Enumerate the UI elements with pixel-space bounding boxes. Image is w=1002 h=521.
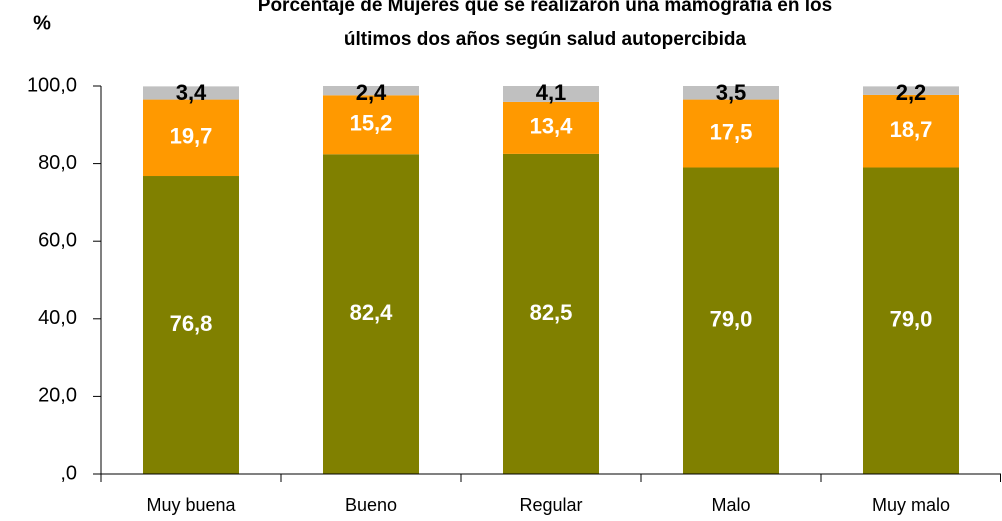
bar-segment [503,153,599,474]
chart-title: últimos dos años según salud autopercibi… [344,29,747,50]
data-label: 18,7 [890,117,933,142]
bar-segment [143,99,239,177]
data-label: 13,4 [530,114,574,139]
y-tick-label: 60,0 [38,229,77,251]
bar-segment [683,99,779,168]
y-tick-label: 40,0 [38,307,77,329]
data-label: 2,2 [896,80,927,105]
x-tick-label: Muy malo [872,495,950,515]
data-label: 3,5 [716,80,747,105]
x-tick-label: Muy buena [146,495,236,515]
x-tick-label: Bueno [345,495,397,515]
data-label: 79,0 [890,307,933,332]
data-label: 3,4 [176,80,207,105]
data-label: 15,2 [350,111,393,136]
data-label: 17,5 [710,119,753,144]
y-axis-label: % [33,12,51,34]
bar-segment [323,154,419,474]
bar-segment [683,167,779,475]
bar-segment [143,86,239,100]
bar-segment [863,86,959,95]
data-label: 82,4 [350,300,394,325]
bar-segment [143,176,239,475]
bar-segment [323,95,419,155]
bar-segment [683,86,779,100]
bar-segment [323,86,419,96]
data-label: 4,1 [536,80,567,105]
y-tick-label: 100,0 [27,74,77,96]
data-label: 82,5 [530,300,573,325]
y-tick-label: 80,0 [38,152,77,174]
data-label: 79,0 [710,307,753,332]
bar-segment [503,86,599,102]
x-tick-label: Malo [711,495,750,515]
y-tick-label: 20,0 [38,385,77,407]
data-label: 19,7 [170,124,213,149]
bar-segment [863,94,959,168]
x-tick-label: Regular [519,495,582,515]
data-label: 2,4 [356,80,387,105]
chart-title: Porcentaje de Mujeres que se realizaron … [258,0,832,16]
bar-segment [863,167,959,475]
bar-segment [503,101,599,154]
data-label: 76,8 [170,311,213,336]
y-tick-label: ,0 [60,462,77,484]
